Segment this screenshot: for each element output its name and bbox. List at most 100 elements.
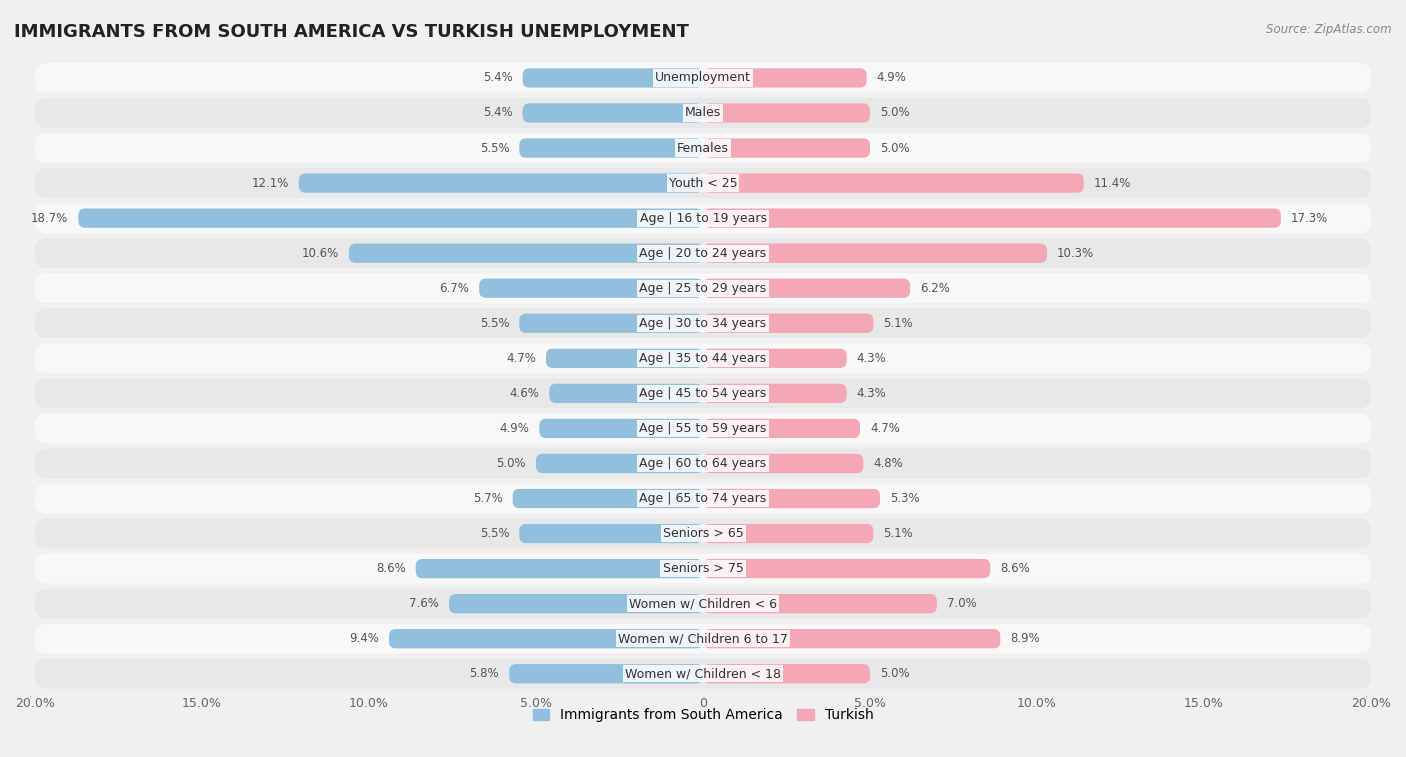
Text: 4.3%: 4.3% <box>856 387 886 400</box>
FancyBboxPatch shape <box>35 203 1371 233</box>
Text: 5.5%: 5.5% <box>479 142 509 154</box>
Text: Women w/ Children 6 to 17: Women w/ Children 6 to 17 <box>619 632 787 645</box>
Text: 10.3%: 10.3% <box>1057 247 1094 260</box>
Text: 5.4%: 5.4% <box>482 107 513 120</box>
FancyBboxPatch shape <box>703 279 910 298</box>
Text: 5.5%: 5.5% <box>479 527 509 540</box>
FancyBboxPatch shape <box>519 313 703 333</box>
Text: Age | 60 to 64 years: Age | 60 to 64 years <box>640 457 766 470</box>
Text: Age | 25 to 29 years: Age | 25 to 29 years <box>640 282 766 294</box>
Text: Age | 65 to 74 years: Age | 65 to 74 years <box>640 492 766 505</box>
FancyBboxPatch shape <box>703 524 873 544</box>
Text: 5.0%: 5.0% <box>880 107 910 120</box>
Text: 5.0%: 5.0% <box>496 457 526 470</box>
FancyBboxPatch shape <box>703 664 870 684</box>
FancyBboxPatch shape <box>703 313 873 333</box>
FancyBboxPatch shape <box>35 519 1371 548</box>
Text: IMMIGRANTS FROM SOUTH AMERICA VS TURKISH UNEMPLOYMENT: IMMIGRANTS FROM SOUTH AMERICA VS TURKISH… <box>14 23 689 41</box>
FancyBboxPatch shape <box>35 378 1371 408</box>
Text: 5.1%: 5.1% <box>883 316 912 330</box>
Text: 5.5%: 5.5% <box>479 316 509 330</box>
FancyBboxPatch shape <box>703 208 1281 228</box>
Text: Youth < 25: Youth < 25 <box>669 176 737 189</box>
Legend: Immigrants from South America, Turkish: Immigrants from South America, Turkish <box>533 708 873 722</box>
FancyBboxPatch shape <box>703 594 936 613</box>
Text: 18.7%: 18.7% <box>31 212 69 225</box>
FancyBboxPatch shape <box>703 104 870 123</box>
FancyBboxPatch shape <box>35 553 1371 584</box>
FancyBboxPatch shape <box>509 664 703 684</box>
Text: 4.7%: 4.7% <box>870 422 900 435</box>
FancyBboxPatch shape <box>536 453 703 473</box>
Text: 9.4%: 9.4% <box>349 632 380 645</box>
Text: 4.9%: 4.9% <box>877 71 907 85</box>
Text: 8.6%: 8.6% <box>1000 562 1031 575</box>
FancyBboxPatch shape <box>703 559 990 578</box>
Text: Age | 45 to 54 years: Age | 45 to 54 years <box>640 387 766 400</box>
FancyBboxPatch shape <box>703 629 1000 648</box>
FancyBboxPatch shape <box>449 594 703 613</box>
Text: Males: Males <box>685 107 721 120</box>
Text: 5.8%: 5.8% <box>470 667 499 681</box>
Text: 11.4%: 11.4% <box>1094 176 1132 189</box>
Text: Women w/ Children < 18: Women w/ Children < 18 <box>626 667 780 681</box>
Text: 7.6%: 7.6% <box>409 597 439 610</box>
FancyBboxPatch shape <box>35 413 1371 444</box>
Text: 5.0%: 5.0% <box>880 142 910 154</box>
FancyBboxPatch shape <box>703 419 860 438</box>
FancyBboxPatch shape <box>519 524 703 544</box>
Text: Age | 16 to 19 years: Age | 16 to 19 years <box>640 212 766 225</box>
Text: Age | 55 to 59 years: Age | 55 to 59 years <box>640 422 766 435</box>
Text: 17.3%: 17.3% <box>1291 212 1329 225</box>
FancyBboxPatch shape <box>349 244 703 263</box>
Text: 7.0%: 7.0% <box>946 597 977 610</box>
FancyBboxPatch shape <box>35 624 1371 653</box>
Text: Seniors > 65: Seniors > 65 <box>662 527 744 540</box>
FancyBboxPatch shape <box>540 419 703 438</box>
Text: 5.3%: 5.3% <box>890 492 920 505</box>
Text: 4.6%: 4.6% <box>509 387 540 400</box>
Text: 12.1%: 12.1% <box>252 176 288 189</box>
FancyBboxPatch shape <box>523 104 703 123</box>
Text: 5.4%: 5.4% <box>482 71 513 85</box>
FancyBboxPatch shape <box>523 68 703 88</box>
FancyBboxPatch shape <box>703 384 846 403</box>
FancyBboxPatch shape <box>479 279 703 298</box>
FancyBboxPatch shape <box>703 244 1047 263</box>
Text: 5.7%: 5.7% <box>472 492 502 505</box>
Text: 5.1%: 5.1% <box>883 527 912 540</box>
Text: Seniors > 75: Seniors > 75 <box>662 562 744 575</box>
FancyBboxPatch shape <box>35 308 1371 338</box>
FancyBboxPatch shape <box>703 68 866 88</box>
FancyBboxPatch shape <box>703 173 1084 193</box>
FancyBboxPatch shape <box>79 208 703 228</box>
Text: 8.6%: 8.6% <box>375 562 406 575</box>
FancyBboxPatch shape <box>703 489 880 508</box>
FancyBboxPatch shape <box>703 453 863 473</box>
FancyBboxPatch shape <box>35 589 1371 618</box>
Text: Women w/ Children < 6: Women w/ Children < 6 <box>628 597 778 610</box>
Text: 4.8%: 4.8% <box>873 457 903 470</box>
Text: 10.6%: 10.6% <box>302 247 339 260</box>
FancyBboxPatch shape <box>35 168 1371 198</box>
FancyBboxPatch shape <box>35 238 1371 268</box>
FancyBboxPatch shape <box>389 629 703 648</box>
Text: 6.7%: 6.7% <box>439 282 470 294</box>
FancyBboxPatch shape <box>550 384 703 403</box>
Text: Females: Females <box>678 142 728 154</box>
FancyBboxPatch shape <box>546 349 703 368</box>
FancyBboxPatch shape <box>35 273 1371 303</box>
FancyBboxPatch shape <box>416 559 703 578</box>
Text: 4.3%: 4.3% <box>856 352 886 365</box>
Text: 6.2%: 6.2% <box>920 282 950 294</box>
Text: Age | 30 to 34 years: Age | 30 to 34 years <box>640 316 766 330</box>
FancyBboxPatch shape <box>703 349 846 368</box>
Text: Age | 20 to 24 years: Age | 20 to 24 years <box>640 247 766 260</box>
Text: Source: ZipAtlas.com: Source: ZipAtlas.com <box>1267 23 1392 36</box>
FancyBboxPatch shape <box>35 133 1371 163</box>
FancyBboxPatch shape <box>35 344 1371 373</box>
FancyBboxPatch shape <box>35 98 1371 128</box>
FancyBboxPatch shape <box>513 489 703 508</box>
FancyBboxPatch shape <box>35 63 1371 93</box>
Text: Age | 35 to 44 years: Age | 35 to 44 years <box>640 352 766 365</box>
